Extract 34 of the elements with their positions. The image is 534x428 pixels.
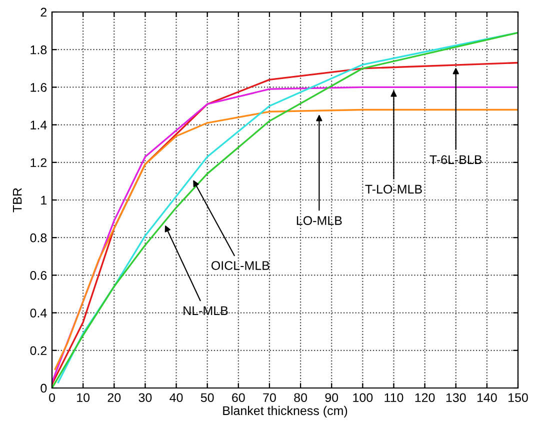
x-axis-title: Blanket thickness (cm) — [223, 406, 348, 418]
y-tick-label: 0.2 — [30, 346, 47, 356]
y-axis-title: TBR — [13, 188, 22, 212]
x-tick-label: 50 — [200, 393, 214, 402]
x-tick-label: 20 — [108, 393, 121, 402]
x-tick-label: 140 — [477, 393, 497, 402]
annotation: NL-MLB — [184, 306, 228, 315]
x-tick-label: 70 — [263, 393, 276, 402]
x-tick-label: 80 — [294, 393, 307, 402]
y-tick-label: 1.2 — [30, 158, 47, 167]
x-tick-label: 130 — [446, 393, 466, 402]
x-tick-label: 100 — [353, 393, 373, 402]
x-tick-label: 30 — [138, 393, 152, 402]
annotation: T-6L-BLB — [430, 155, 482, 164]
y-tick-label: 0.4 — [30, 308, 47, 318]
x-tick-label: 0 — [49, 393, 55, 402]
y-tick-label: 1 — [41, 196, 47, 205]
y-tick-label: 0 — [40, 384, 47, 393]
x-tick-label: 120 — [415, 393, 435, 402]
annotation: T-LO-MLB — [365, 184, 422, 194]
y-tick-label: 0.6 — [30, 271, 47, 280]
x-tick-label: 60 — [232, 393, 245, 402]
x-tick-label: 90 — [325, 393, 338, 402]
y-tick-label: 1.4 — [30, 120, 47, 130]
y-tick-label: 1.8 — [30, 45, 47, 54]
y-tick-label: 1.6 — [30, 83, 47, 92]
x-tick-label: 10 — [77, 393, 90, 402]
annotation: OICL-MLB — [211, 261, 270, 270]
x-tick-label: 40 — [170, 393, 183, 402]
annotation: LO-MLB — [296, 216, 342, 225]
x-tick-label: 150 — [508, 393, 528, 402]
x-tick-label: 110 — [384, 393, 404, 402]
y-tick-label: 2 — [40, 8, 47, 17]
y-tick-label: 0.8 — [30, 233, 47, 242]
